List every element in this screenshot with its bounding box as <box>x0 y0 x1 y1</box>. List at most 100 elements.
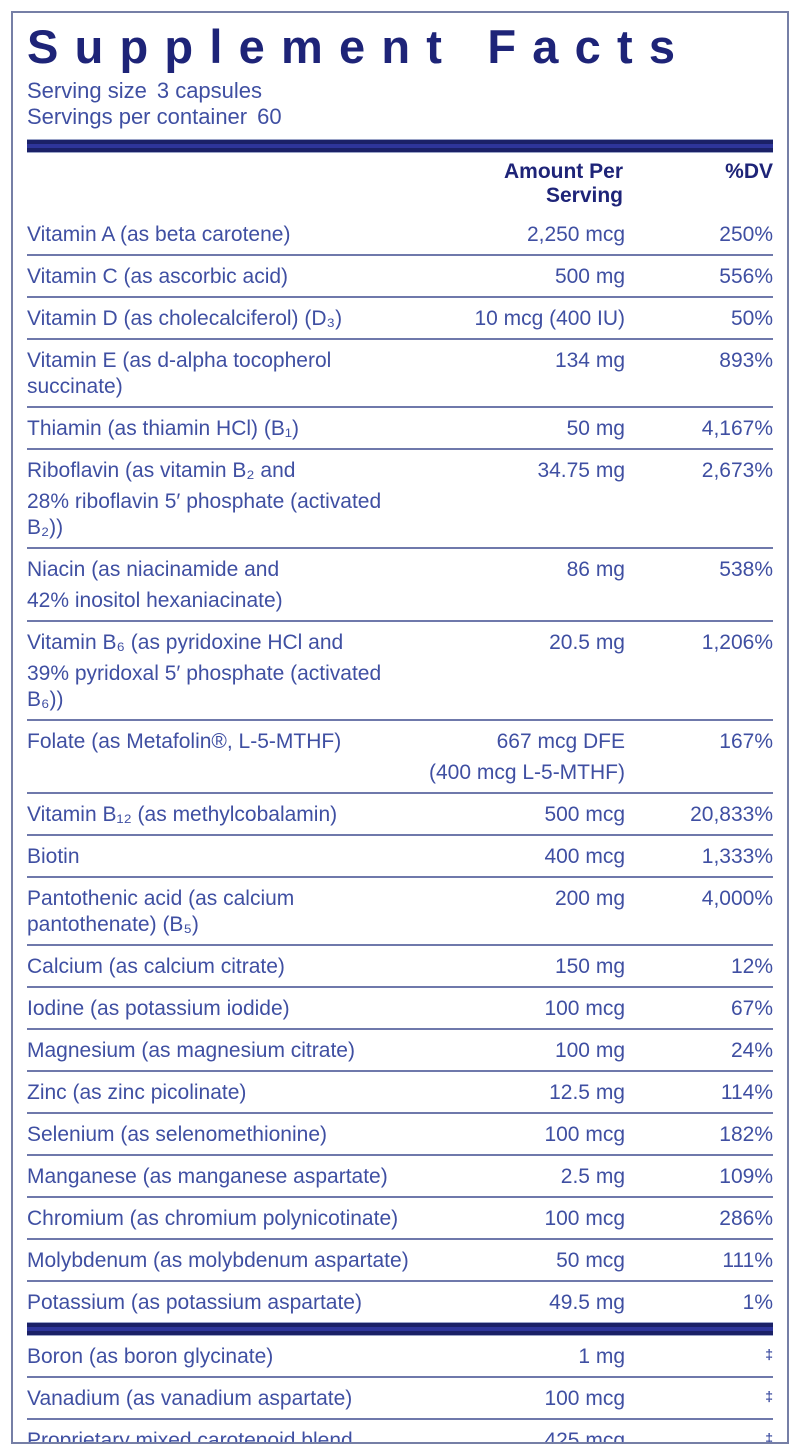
servings-per-container-line: Servings per container 60 <box>27 104 773 130</box>
nutrient-name: Zinc (as zinc picolinate) <box>27 1081 247 1104</box>
nutrient-dv: 556% <box>719 265 773 288</box>
table-row: Vitamin C (as ascorbic acid) 500 mg 556% <box>27 256 773 298</box>
nutrient-dv: 1,333% <box>701 845 773 868</box>
nutrient-name: Pantothenic acid (as calcium pantothenat… <box>27 887 295 936</box>
nutrient-dv: 538% <box>719 558 773 581</box>
nutrient-dv: 167% <box>719 730 773 753</box>
supplement-facts-panel: Supplement Facts Serving size 3 capsules … <box>11 11 789 1444</box>
section-divider-bar <box>27 1322 773 1336</box>
nutrient-name: Vitamin C (as ascorbic acid) <box>27 265 289 288</box>
nutrient-amount: 134 mg <box>554 349 625 372</box>
nutrient-amount: 667 mcg DFE (400 mcg L-5-MTHF) <box>428 730 625 784</box>
nutrient-name: Riboflavin (as vitamin B₂ and 28% ribofla… <box>27 459 382 539</box>
table-row: Folate (as Metafolin®, L-5-MTHF) 667 mcg… <box>27 721 773 794</box>
nutrient-amount: 500 mg <box>554 265 625 288</box>
nutrient-amount: 12.5 mg <box>549 1081 625 1104</box>
nutrient-name: Magnesium (as magnesium citrate) <box>27 1039 355 1062</box>
nutrient-amount: 2,250 mcg <box>526 223 625 246</box>
nutrient-name: Selenium (as selenomethionine) <box>27 1123 327 1146</box>
nutrient-section: Boron (as boron glycinate) 1 mg ‡ Vanadi… <box>27 1336 773 1444</box>
nutrient-name: Molybdenum (as molybdenum aspartate) <box>27 1249 409 1272</box>
nutrient-dv: 109% <box>719 1165 773 1188</box>
serving-size-line: Serving size 3 capsules <box>27 78 773 104</box>
nutrient-amount: 425 mcg <box>544 1429 625 1444</box>
nutrient-amount: 20.5 mg <box>549 631 625 654</box>
table-row: Pantothenic acid (as calcium pantothenat… <box>27 878 773 946</box>
nutrient-name: Chromium (as chromium polynicotinate) <box>27 1207 399 1230</box>
nutrient-dv: ‡ <box>765 1346 773 1362</box>
table-row: Selenium (as selenomethionine) 100 mcg 1… <box>27 1114 773 1156</box>
nutrient-dv: 111% <box>722 1249 773 1272</box>
nutrient-dv: 250% <box>719 223 773 246</box>
nutrient-dv: 4,000% <box>701 887 773 910</box>
dv-column-header: %DV <box>725 160 773 183</box>
servings-per-container-value: 60 <box>257 104 282 129</box>
nutrient-name: Vitamin B₁₂ (as methylcobalamin) <box>27 803 338 826</box>
nutrient-dv: 1% <box>742 1291 773 1314</box>
nutrient-dv: 1,206% <box>701 631 773 654</box>
nutrient-dv: 286% <box>719 1207 773 1230</box>
nutrient-amount: 50 mcg <box>556 1249 625 1272</box>
table-row: Vitamin D (as cholecalciferol) (D₃) 10 m… <box>27 298 773 340</box>
table-row: Iodine (as potassium iodide) 100 mcg 67% <box>27 988 773 1030</box>
table-row: Riboflavin (as vitamin B₂ and 28% ribofla… <box>27 450 773 549</box>
table-row: Manganese (as manganese aspartate) 2.5 m… <box>27 1156 773 1198</box>
table-row: Molybdenum (as molybdenum aspartate) 50 … <box>27 1240 773 1282</box>
table-row: Vanadium (as vanadium aspartate) 100 mcg… <box>27 1378 773 1420</box>
table-row: Proprietary mixed carotenoid blend(as lu… <box>27 1420 773 1444</box>
nutrient-name: Vitamin E (as d-alpha tocopherol succina… <box>27 349 332 398</box>
nutrient-name: Proprietary mixed carotenoid blend(as lu… <box>27 1429 353 1444</box>
nutrient-dv: 2,673% <box>701 459 773 482</box>
nutrient-dv: 12% <box>730 955 773 978</box>
nutrient-amount: 2.5 mg <box>560 1165 625 1188</box>
nutrient-amount: 500 mcg <box>544 803 625 826</box>
nutrient-name: Vitamin A (as beta carotene) <box>27 223 291 246</box>
nutrient-dv: ‡ <box>765 1388 773 1404</box>
serving-size-label: Serving size <box>27 78 147 103</box>
table-row: Vitamin A (as beta carotene) 2,250 mcg 2… <box>27 214 773 256</box>
serving-size-value: 3 capsules <box>156 78 263 103</box>
nutrient-section: Vitamin A (as beta carotene) 2,250 mcg 2… <box>27 214 773 1322</box>
nutrient-name: Biotin <box>27 845 80 868</box>
nutrient-amount: 49.5 mg <box>549 1291 625 1314</box>
servings-per-container-label: Servings per container <box>27 104 248 129</box>
nutrient-amount: 100 mcg <box>544 1123 625 1146</box>
nutrient-name: Vitamin B₆ (as pyridoxine HCl and 39% pyr… <box>27 631 382 711</box>
nutrient-dv: 24% <box>730 1039 773 1062</box>
nutrient-amount: 34.75 mg <box>537 459 625 482</box>
nutrient-amount: 150 mg <box>554 955 625 978</box>
table-row: Potassium (as potassium aspartate) 49.5 … <box>27 1282 773 1322</box>
nutrient-name: Boron (as boron glycinate) <box>27 1345 274 1368</box>
table-row: Chromium (as chromium polynicotinate) 10… <box>27 1198 773 1240</box>
nutrient-amount: 200 mg <box>554 887 625 910</box>
table-row: Niacin (as niacinamide and 42% inositol h… <box>27 549 773 622</box>
table-row: Thiamin (as thiamin HCl) (B₁) 50 mg 4,16… <box>27 408 773 450</box>
nutrient-name: Calcium (as calcium citrate) <box>27 955 285 978</box>
nutrient-name: Vitamin D (as cholecalciferol) (D₃) <box>27 307 343 330</box>
nutrient-dv: ‡ <box>765 1430 773 1444</box>
nutrient-dv: 182% <box>719 1123 773 1146</box>
table-row: Zinc (as zinc picolinate) 12.5 mg 114% <box>27 1072 773 1114</box>
nutrient-dv: 893% <box>719 349 773 372</box>
nutrient-amount: 100 mcg <box>544 1387 625 1410</box>
nutrient-amount: 50 mg <box>566 417 625 440</box>
table-row: Boron (as boron glycinate) 1 mg ‡ <box>27 1336 773 1378</box>
column-header-row: Amount Per Serving %DV <box>27 153 773 214</box>
table-row: Biotin 400 mcg 1,333% <box>27 836 773 878</box>
nutrient-table: Vitamin A (as beta carotene) 2,250 mcg 2… <box>27 214 773 1444</box>
nutrient-amount: 1 mg <box>578 1345 625 1368</box>
nutrient-amount: 100 mg <box>554 1039 625 1062</box>
nutrient-name: Folate (as Metafolin®, L-5-MTHF) <box>27 730 342 753</box>
nutrient-name: Potassium (as potassium aspartate) <box>27 1291 362 1314</box>
nutrient-dv: 114% <box>720 1081 773 1104</box>
nutrient-name: Thiamin (as thiamin HCl) (B₁) <box>27 417 299 440</box>
table-row: Vitamin E (as d-alpha tocopherol succina… <box>27 340 773 408</box>
section-divider-bar <box>27 139 773 153</box>
nutrient-dv: 50% <box>730 307 773 330</box>
nutrient-name: Iodine (as potassium iodide) <box>27 997 290 1020</box>
nutrient-amount: 100 mcg <box>544 997 625 1020</box>
table-row: Magnesium (as magnesium citrate) 100 mg … <box>27 1030 773 1072</box>
nutrient-name: Manganese (as manganese aspartate) <box>27 1165 388 1188</box>
table-row: Vitamin B₁₂ (as methylcobalamin) 500 mcg… <box>27 794 773 836</box>
nutrient-dv: 20,833% <box>690 803 773 826</box>
